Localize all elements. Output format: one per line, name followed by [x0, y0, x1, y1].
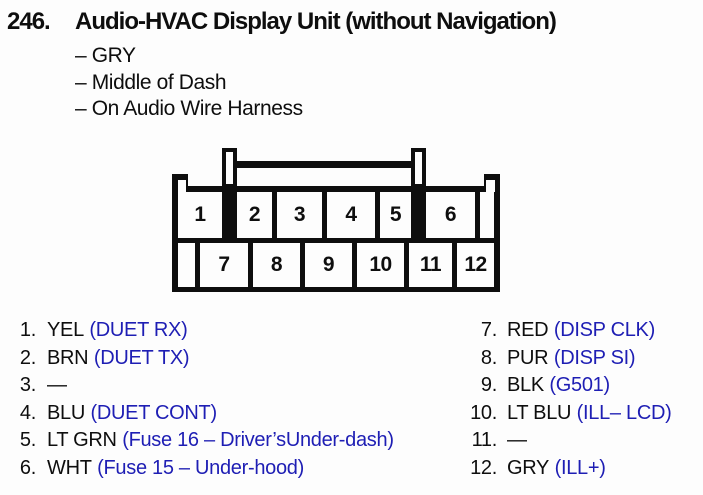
- pin-row-3: 3. —: [0, 372, 394, 400]
- pin-row-7: 7. RED (DISP CLK): [430, 317, 672, 345]
- note-location: – Middle of Dash: [75, 70, 227, 94]
- pin-row-8: 8. PUR (DISP SI): [430, 345, 672, 373]
- signal-note: (DUET TX): [93, 346, 190, 369]
- wire-color: BLU: [47, 401, 86, 424]
- pin-list-right: 7. RED (DISP CLK) 8. PUR (DISP SI) 9. BLK (G50…: [430, 317, 672, 482]
- connector-blank-cell-bottom-left: [178, 243, 195, 287]
- pin-row-9: 9. BLK (G501): [430, 372, 672, 400]
- wire-color: GRY: [507, 456, 550, 479]
- latch-post-right: [411, 148, 426, 188]
- pin-cell-label: 7: [218, 253, 230, 276]
- connector-pin-cell-11: 11: [409, 243, 452, 287]
- pin-row-6: 6. WHT (Fuse 15 – Under-hood): [0, 455, 394, 483]
- wire-color: LT GRN: [47, 429, 117, 452]
- pin-row-12: 12. GRY (ILL+): [430, 455, 672, 483]
- pin-cell-label: 2: [248, 203, 261, 226]
- connector-pin-cell-2: 2: [237, 192, 272, 238]
- pin-row-10: 10. LT BLU (ILL– LCD): [430, 400, 672, 428]
- signal-note: (ILL– LCD): [576, 401, 672, 424]
- signal-note: (Fuse 16 – Driver’sUnder-dash): [122, 429, 394, 452]
- latch-post-left: [222, 148, 237, 188]
- wire-color: —: [47, 374, 67, 397]
- pin-cell-label: 9: [322, 253, 335, 276]
- connector-pin-cell-7: 7: [200, 243, 248, 287]
- pin-number: 5.: [19, 429, 36, 452]
- pin-number: 2.: [19, 346, 36, 369]
- note-harness: – On Audio Wire Harness: [75, 97, 303, 120]
- pin-cell-label: 8: [270, 253, 283, 276]
- signal-note: (DUET CONT): [90, 401, 218, 424]
- pin-cell-label: 1: [194, 203, 206, 226]
- pin-number: 10.: [470, 401, 497, 424]
- pin-number: 12.: [470, 456, 497, 479]
- signal-note: (DISP SI): [553, 346, 636, 369]
- wire-color: LT BLU: [507, 401, 572, 424]
- pin-cell-label: 4: [345, 203, 357, 226]
- wire-color: RED: [507, 319, 549, 342]
- note-color: – GRY: [75, 44, 136, 67]
- pin-row-5: 5. LT GRN (Fuse 16 – Driver’sUnder-dash): [0, 427, 394, 455]
- wire-color: BLK: [507, 374, 544, 397]
- pin-number: 3.: [19, 374, 36, 397]
- pin-cell-label: 3: [293, 203, 306, 226]
- connector-pin-cell-10: 10: [357, 243, 404, 287]
- pin-number: 1.: [19, 319, 36, 342]
- wire-color: BRN: [47, 346, 89, 369]
- signal-note: (DUET RX): [89, 319, 188, 342]
- pin-number: 7.: [480, 319, 497, 342]
- pin-cell-label: 11: [419, 253, 442, 276]
- connector-blank-cell-top-right: [480, 192, 494, 238]
- pin-number: 8.: [480, 346, 497, 369]
- signal-note: (G501): [549, 374, 610, 397]
- pin-row-11: 11. —: [430, 427, 672, 455]
- signal-note: (ILL+): [554, 456, 606, 479]
- connector-pin-cell-6: 6: [426, 192, 475, 238]
- wire-color: —: [507, 429, 527, 452]
- pin-cell-label: 5: [389, 203, 402, 226]
- ear-notch-left: [178, 180, 186, 192]
- signal-note: (DISP CLK): [553, 319, 655, 342]
- pin-number: 4.: [19, 401, 36, 424]
- connector-pin-cell-9: 9: [305, 243, 352, 287]
- pin-cell-label: 12: [464, 253, 487, 276]
- pin-number: 9.: [480, 374, 497, 397]
- pin-number: 6.: [19, 456, 36, 479]
- pin-list-left: 1. YEL (DUET RX) 2. BRN (DUET TX) 3. — 4. BLU(…: [0, 317, 394, 482]
- pin-number: 11.: [471, 429, 498, 452]
- connector-notes: – GRY – Middle of Dash – On Audio Wire H…: [75, 43, 303, 123]
- signal-note: (Fuse 15 – Under-hood): [97, 456, 304, 479]
- pin-row-4: 4. BLU (DUET CONT): [0, 400, 394, 428]
- pin-row-1: 1. YEL (DUET RX): [0, 317, 394, 345]
- connector-pin-cell-8: 8: [253, 243, 300, 287]
- latch-strap: [234, 161, 414, 168]
- connector-pin-cell-12: 12: [457, 243, 494, 287]
- connector-pin-cell-3: 3: [277, 192, 322, 238]
- section-number: 246.: [7, 8, 51, 35]
- wire-color: PUR: [507, 346, 549, 369]
- wire-color: YEL: [47, 319, 84, 342]
- connector-pin-cell-1: 1: [178, 192, 222, 238]
- connector-pin-cell-4: 4: [327, 192, 375, 238]
- wire-color: WHT: [47, 456, 92, 479]
- ear-notch-right: [486, 180, 495, 192]
- pin-cell-label: 6: [444, 203, 457, 226]
- connector-pin-cell-5: 5: [380, 192, 411, 238]
- pin-cell-label: 10: [369, 253, 392, 276]
- page-title: Audio-HVAC Display Unit (without Navigat…: [75, 8, 557, 35]
- pin-row-2: 2. BRN (DUET TX): [0, 345, 394, 373]
